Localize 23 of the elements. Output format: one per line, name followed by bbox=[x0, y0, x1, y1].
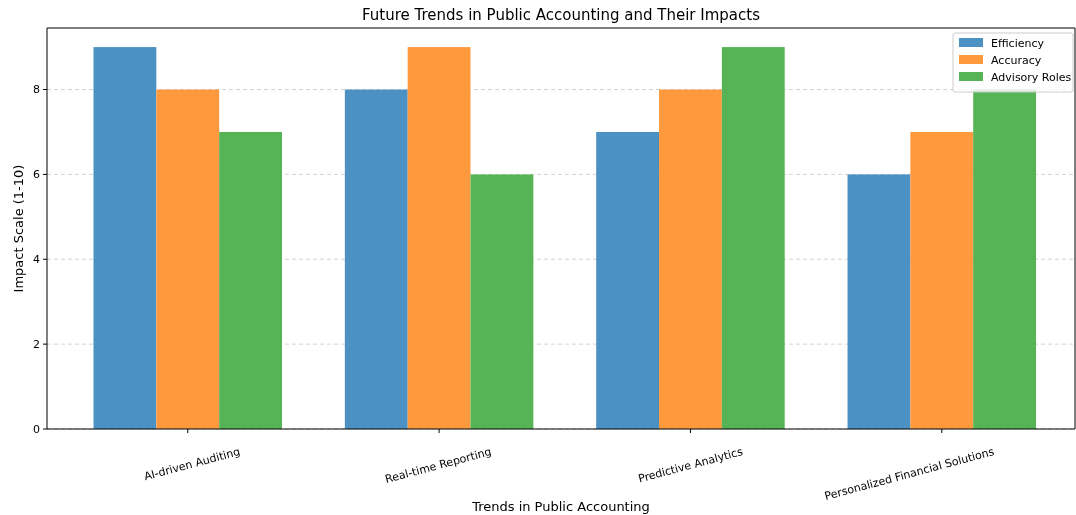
y-axis-title: Impact Scale (1-10) bbox=[11, 164, 26, 293]
y-tick-label: 8 bbox=[33, 83, 40, 97]
bar bbox=[659, 89, 722, 429]
legend-label: Efficiency bbox=[991, 36, 1045, 50]
y-tick-label: 2 bbox=[33, 337, 40, 351]
y-tick-label: 4 bbox=[33, 253, 40, 267]
bar bbox=[721, 47, 785, 429]
bar bbox=[470, 174, 534, 429]
legend-label: Advisory Roles bbox=[991, 70, 1072, 84]
bar bbox=[156, 89, 220, 429]
bar bbox=[847, 174, 911, 429]
bar bbox=[93, 47, 157, 429]
bar bbox=[596, 131, 660, 429]
chart-title: Future Trends in Public Accounting and Their Impacts bbox=[362, 6, 761, 24]
x-axis-title: Trends in Public Accounting bbox=[471, 499, 650, 514]
bar bbox=[344, 89, 408, 429]
legend-label: Accuracy bbox=[991, 53, 1042, 67]
x-tick-label: AI-driven Auditing bbox=[142, 445, 242, 484]
bar bbox=[407, 47, 471, 429]
bar bbox=[219, 131, 283, 429]
y-tick-label: 0 bbox=[33, 422, 40, 436]
bar bbox=[910, 131, 974, 429]
y-tick-label: 6 bbox=[33, 168, 40, 182]
